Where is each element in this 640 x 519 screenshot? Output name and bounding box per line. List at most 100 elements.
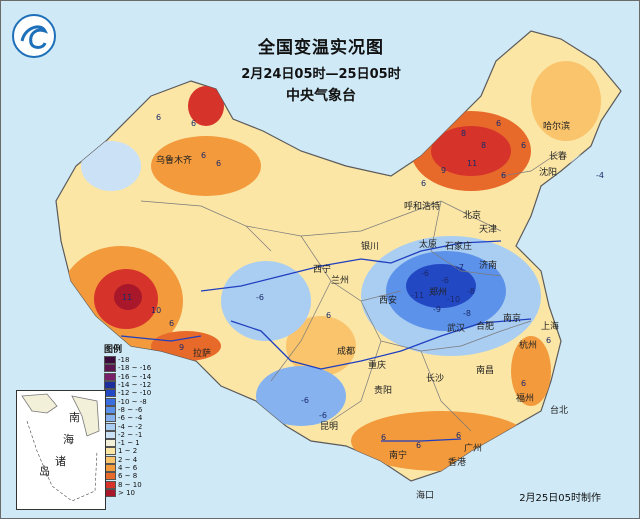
- value-label: -10: [447, 295, 461, 304]
- value-label: 6: [421, 179, 427, 188]
- city-label: 重庆: [368, 361, 387, 371]
- rivers: [120, 240, 532, 442]
- warm-zone-fujian: [511, 336, 551, 406]
- city-label: 拉萨: [193, 349, 212, 359]
- value-label: -8: [467, 287, 475, 296]
- city-label: 西宁: [313, 265, 332, 275]
- warm-zone-west-tibet-peak: [114, 284, 142, 310]
- value-label: 6: [496, 119, 502, 128]
- value-label: 6: [169, 319, 175, 328]
- value-label: -6: [301, 396, 309, 405]
- warm-zone-northeast: [531, 61, 601, 141]
- legend-label: -18 ~ -16: [118, 364, 152, 373]
- city-label: 西安: [379, 296, 398, 306]
- value-label: 11: [122, 293, 133, 302]
- city-label: 乌鲁木齐: [156, 156, 193, 166]
- legend-item: 8 ~ 10: [104, 480, 164, 489]
- city-label: 银川: [361, 242, 380, 252]
- city-label: 石家庄: [445, 242, 473, 252]
- legend-item: 4 ~ 6: [104, 464, 164, 472]
- legend-item: -6 ~ -4: [104, 414, 164, 423]
- city-label: 沈阳: [539, 168, 558, 178]
- value-label: 6: [456, 431, 462, 440]
- value-label: 6: [501, 171, 507, 180]
- legend-item: -8 ~ -6: [104, 405, 164, 414]
- inset-label: 南: [69, 411, 80, 424]
- city-label: 天津: [479, 225, 498, 235]
- legend-item: 2 ~ 4: [104, 455, 164, 464]
- legend-label: 6 ~ 8: [118, 472, 138, 481]
- value-label: 11: [467, 159, 478, 168]
- value-label: 6: [201, 151, 207, 160]
- legend-item: -2 ~ -1: [104, 430, 164, 439]
- cool-zone-xinjiang-west: [81, 141, 141, 191]
- city-label: 哈尔滨: [543, 122, 571, 132]
- time-period: 2月24日05时—25日05时: [241, 67, 401, 82]
- legend-item: -18: [104, 356, 164, 365]
- value-label: 6: [381, 433, 387, 442]
- legend-item: -18 ~ -16: [104, 364, 164, 373]
- city-label: 太原: [419, 240, 438, 250]
- legend-label: -8 ~ -6: [118, 405, 143, 414]
- value-label: 6: [326, 311, 332, 320]
- legend-item: 1 ~ 2: [104, 447, 164, 456]
- legend-item: -14 ~ -12: [104, 381, 164, 390]
- city-label: 广州: [464, 444, 483, 454]
- legend-swatch: [104, 381, 116, 390]
- city-label: 贵阳: [374, 386, 393, 396]
- legend-label: -2 ~ -1: [118, 430, 143, 439]
- legend-label: 8 ~ 10: [118, 480, 142, 489]
- city-label: 郑州: [429, 288, 448, 298]
- city-label: 济南: [479, 261, 498, 271]
- legend-swatch: [104, 356, 116, 365]
- city-label: 南京: [503, 314, 522, 324]
- value-label: -6: [256, 293, 264, 302]
- legend-item: > 10: [104, 488, 164, 497]
- warm-zone-south: [351, 411, 531, 471]
- legend-label: -18: [118, 356, 130, 365]
- province-borders: [140, 150, 562, 432]
- value-label: 6: [216, 159, 222, 168]
- legend-label: -6 ~ -4: [118, 414, 143, 423]
- legend-label: 4 ~ 6: [118, 464, 138, 472]
- cma-logo-icon: [12, 14, 56, 58]
- city-label: 北京: [463, 211, 482, 221]
- city-label: 南昌: [476, 366, 495, 376]
- legend-label: -12 ~ -10: [118, 389, 152, 398]
- cool-zone-qinghai: [221, 261, 311, 341]
- value-label: 10: [151, 306, 162, 315]
- legend-item: -16 ~ -14: [104, 372, 164, 381]
- value-label: -6: [421, 269, 429, 278]
- legend: 图例 -18 -18 ~ -16 -16 ~ -14 -14 ~ -12 -12…: [104, 342, 164, 497]
- value-label: 6: [521, 379, 527, 388]
- legend-swatch: [104, 372, 116, 381]
- south-china-sea-inset: 南 海 诸 岛: [16, 390, 106, 510]
- value-label: 6: [156, 113, 162, 122]
- city-label: 合肥: [476, 322, 495, 332]
- legend-label: > 10: [118, 488, 135, 497]
- warm-zone-xinjiang: [151, 136, 261, 196]
- value-label: 6: [416, 441, 422, 450]
- inset-map: [21, 393, 100, 502]
- city-label: 台北: [550, 406, 569, 416]
- legend-label: -1 ~ 1: [118, 439, 140, 448]
- city-label: 上海: [541, 322, 560, 332]
- legend-label: -14 ~ -12: [118, 381, 152, 390]
- value-label: -6: [441, 276, 449, 285]
- legend-label: -16 ~ -14: [118, 372, 152, 381]
- legend-item: 6 ~ 8: [104, 472, 164, 481]
- legend-item: -4 ~ -2: [104, 422, 164, 431]
- value-label: 6: [546, 336, 552, 345]
- city-label: 杭州: [519, 341, 538, 351]
- production-time: 2月25日05时制作: [519, 493, 601, 504]
- legend-label: 2 ~ 4: [118, 455, 138, 464]
- city-label: 长沙: [426, 374, 445, 384]
- city-label: 南宁: [389, 451, 408, 461]
- legend-swatch: [104, 364, 116, 373]
- city-label: 长春: [549, 152, 568, 162]
- city-label: 福州: [516, 394, 535, 404]
- value-label: -4: [596, 171, 604, 180]
- value-label: -8: [463, 309, 471, 318]
